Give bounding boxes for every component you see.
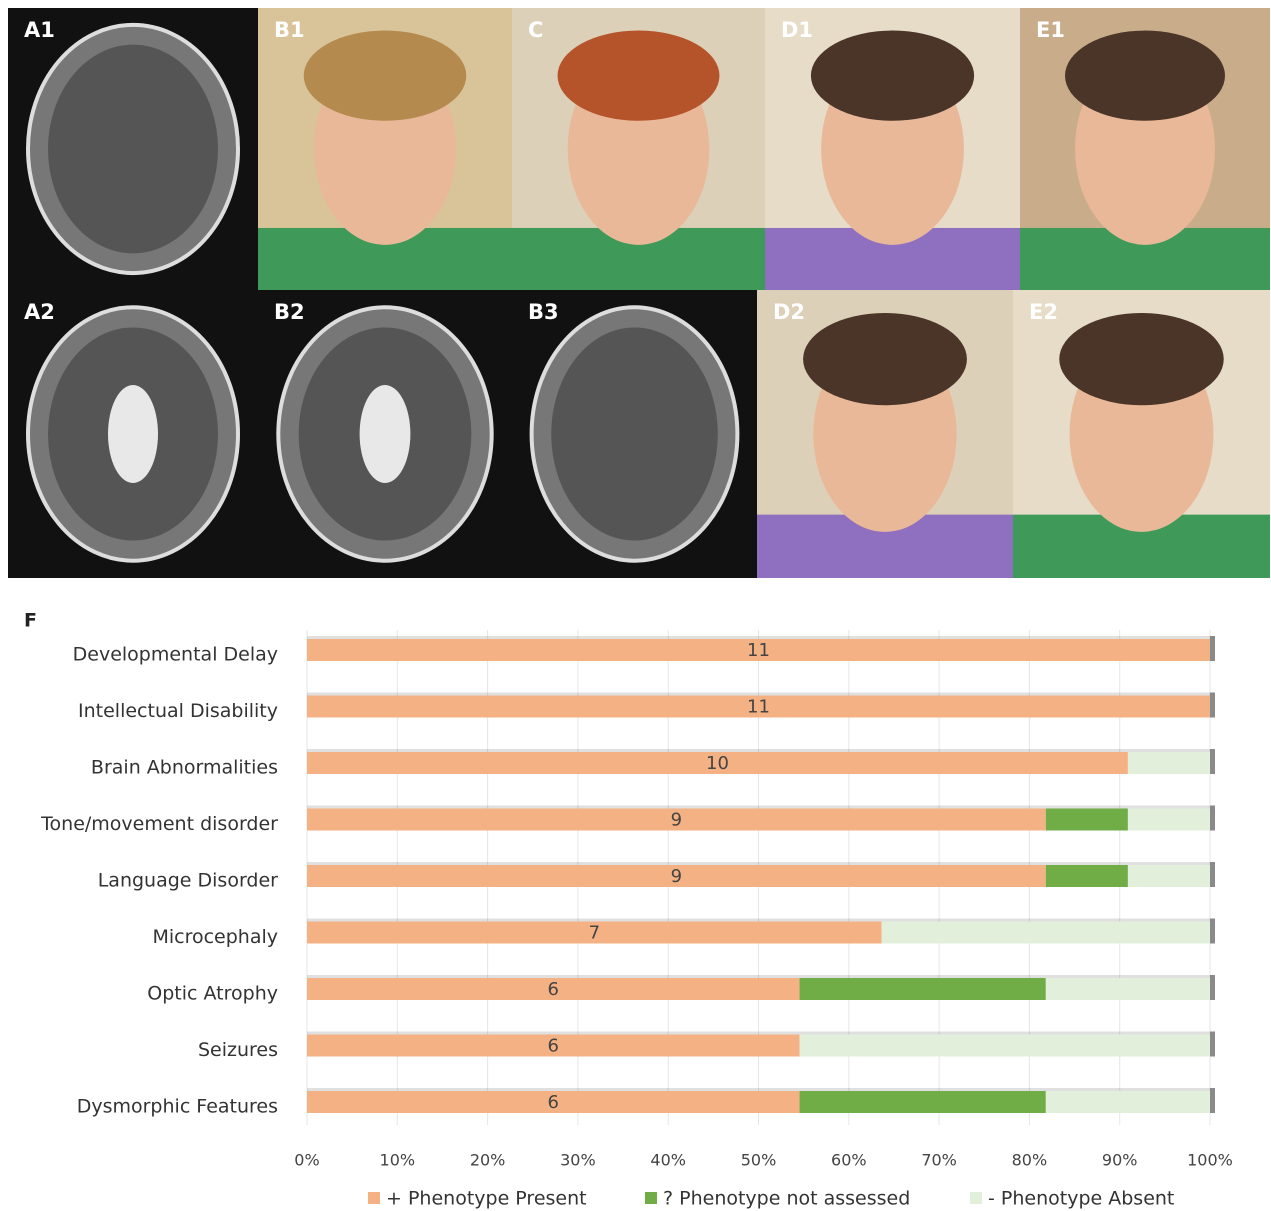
bar-edge (307, 636, 1210, 639)
panel-label: E2 (1029, 300, 1058, 324)
data-label: 9 (671, 810, 682, 831)
bar-edge (1210, 806, 1215, 831)
legend-swatch (645, 1192, 657, 1204)
panel-label: B2 (274, 300, 305, 324)
bar-edge (1210, 636, 1215, 661)
bar-segment (1046, 865, 1128, 887)
bar-edge (1210, 1032, 1215, 1057)
bar-segment (1046, 809, 1128, 831)
x-tick-label: 70% (921, 1151, 957, 1170)
legend-label: ? Phenotype not assessed (663, 1188, 910, 1210)
x-tick-label: 80% (1012, 1151, 1048, 1170)
x-tick-label: 60% (831, 1151, 867, 1170)
y-tick-label: Intellectual Disability (78, 700, 278, 722)
bar-segment (882, 922, 1210, 944)
x-tick-label: 50% (741, 1151, 777, 1170)
panel-label: A1 (24, 18, 55, 42)
photo-hair (1065, 31, 1225, 121)
bar-segment (800, 1035, 1210, 1057)
bar-edge (1210, 1088, 1215, 1113)
photo-hair (1059, 313, 1223, 405)
bar-edge (1210, 975, 1215, 1000)
panel-label: E1 (1036, 18, 1065, 42)
mri-brain (48, 45, 218, 254)
mri-ventricle (360, 385, 411, 483)
bar-edge (307, 806, 1210, 809)
figure: A1 B1 C D1 E1 A2 B2 B3 D2 E2 F 0% 10% 20% 30% 40% 50% 60… (0, 0, 1271, 1211)
bar-segment (1128, 809, 1210, 831)
page: A1 B1 C D1 E1 A2 B2 B3 D2 E2 F 0% 10% 20% 30% 40% 50% 60… (0, 0, 1271, 1211)
y-tick-label: Brain Abnormalities (91, 757, 278, 779)
data-label: 6 (548, 1092, 559, 1113)
panel-label: A2 (24, 300, 55, 324)
data-label: 9 (671, 866, 682, 887)
mri-brain (551, 327, 718, 540)
x-tick-label: 90% (1102, 1151, 1138, 1170)
panel-label: C (528, 18, 543, 42)
bar-edge (307, 919, 1210, 922)
data-label: 11 (747, 697, 770, 718)
photo-panels: A1 B1 C D1 E1 A2 B2 B3 D2 E2 (8, 8, 1270, 578)
bar-segment (1046, 1091, 1210, 1113)
panel-label: D1 (781, 18, 813, 42)
bar-segment (1128, 752, 1210, 774)
bar-edge (307, 749, 1210, 752)
bar-segment (1128, 865, 1210, 887)
panel-label: B3 (528, 300, 559, 324)
legend-swatch (970, 1192, 982, 1204)
y-tick-label: Microcephaly (152, 926, 278, 948)
bar-edge (307, 693, 1210, 696)
bar-edge (1210, 749, 1215, 774)
y-tick-label: Developmental Delay (73, 644, 278, 666)
bar-edge (307, 975, 1210, 978)
x-tick-label: 0% (294, 1151, 319, 1170)
photo-hair (803, 313, 967, 405)
x-tick-label: 100% (1187, 1151, 1233, 1170)
data-label: 11 (747, 640, 770, 661)
data-label: 10 (706, 753, 729, 774)
y-tick-label: Language Disorder (98, 870, 278, 892)
bar-edge (1210, 693, 1215, 718)
data-label: 6 (548, 1036, 559, 1057)
x-tick-label: 40% (650, 1151, 686, 1170)
panel-label: F (24, 610, 37, 632)
bar-edge (1210, 862, 1215, 887)
photo-hair (558, 31, 720, 121)
bar-edge (1210, 919, 1215, 944)
y-tick-label: Dysmorphic Features (77, 1096, 278, 1118)
y-tick-label: Tone/movement disorder (40, 813, 278, 835)
bar-edge (307, 1088, 1210, 1091)
legend-swatch (368, 1192, 380, 1204)
bar-segment (800, 1091, 1046, 1113)
legend-label: + Phenotype Present (386, 1188, 587, 1210)
y-tick-label: Optic Atrophy (147, 983, 278, 1005)
bar-edge (307, 862, 1210, 865)
x-tick-label: 20% (470, 1151, 506, 1170)
bar-edge (307, 1032, 1210, 1035)
bar-segment (800, 978, 1046, 1000)
y-tick-label: Seizures (198, 1039, 278, 1061)
bar-segment (1046, 978, 1210, 1000)
panel-label: B1 (274, 18, 305, 42)
x-tick-label: 30% (560, 1151, 596, 1170)
photo-hair (304, 31, 467, 121)
legend-label: - Phenotype Absent (988, 1188, 1174, 1210)
photo-hair (811, 31, 974, 121)
mri-ventricle (108, 385, 158, 483)
x-tick-label: 10% (380, 1151, 416, 1170)
data-label: 7 (589, 923, 600, 944)
data-label: 6 (548, 979, 559, 1000)
chart: F 0% 10% 20% 30% 40% 50% 60% 70% 80% 90% 100% Develo… (24, 610, 1233, 1210)
panel-label: D2 (773, 300, 805, 324)
